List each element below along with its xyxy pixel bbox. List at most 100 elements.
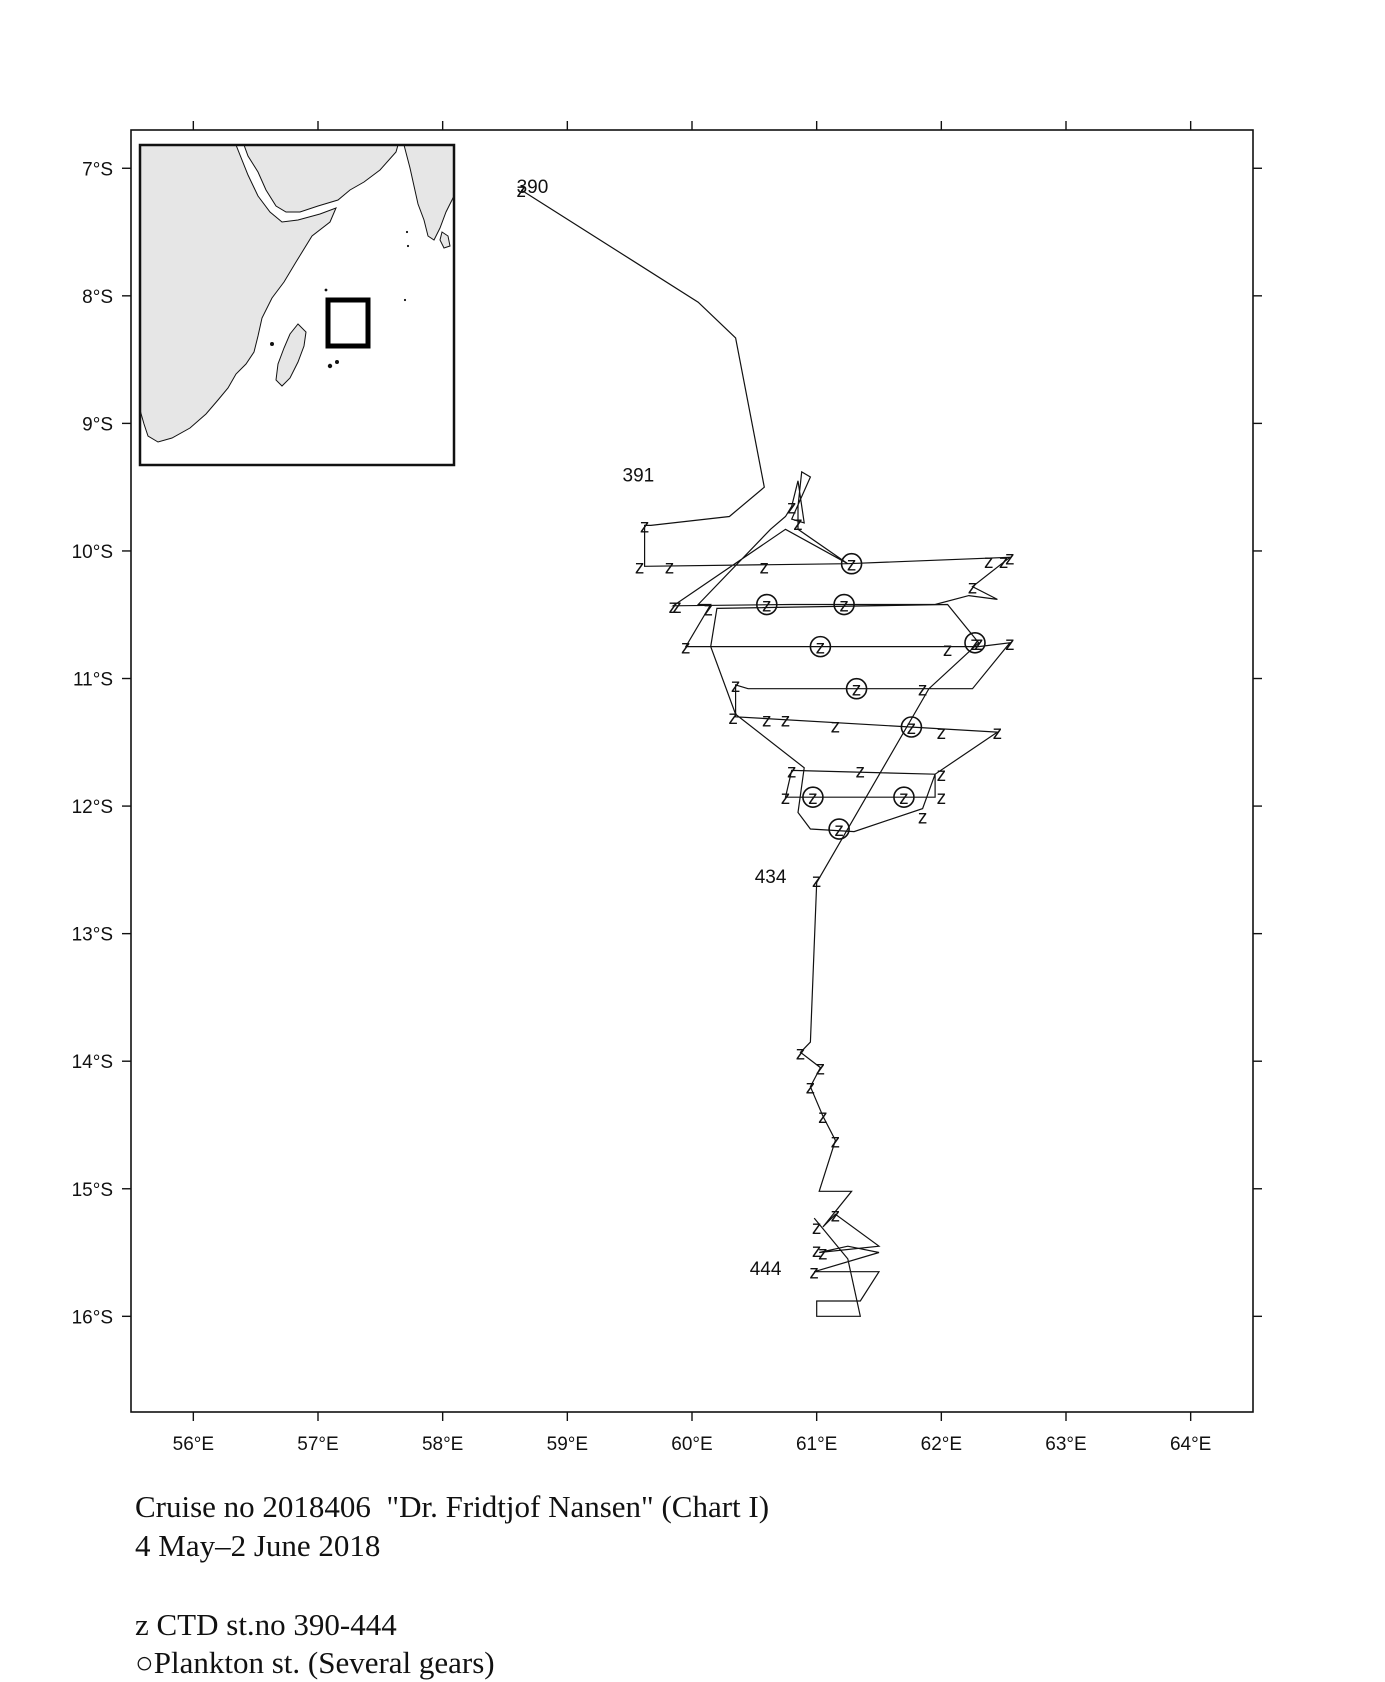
- ctd-station-marker: z: [937, 765, 947, 786]
- ctd-station-marker: z: [974, 634, 984, 655]
- plankton-station-ctd-marker: z: [839, 596, 849, 617]
- sri-lanka-landmass: [439, 231, 451, 249]
- ctd-station-marker: z: [669, 597, 679, 618]
- plankton-station-marker: [964, 631, 986, 654]
- ctd-station-marker: z: [937, 788, 947, 809]
- ctd-station-marker: z: [809, 1263, 819, 1284]
- plankton-station-ctd-marker: z: [808, 788, 818, 809]
- plankton-station-ctd-marker: z: [816, 638, 826, 659]
- lat-tick-label: 14°S: [72, 1052, 113, 1073]
- lat-tick-label: 9°S: [82, 414, 113, 435]
- comoros-islands: [270, 342, 274, 346]
- lon-tick-label: 60°E: [671, 1434, 712, 1455]
- ctd-station-marker: z: [681, 638, 691, 659]
- ctd-station-marker: z: [806, 1078, 816, 1099]
- station-number-label: 444: [750, 1259, 782, 1280]
- ctd-station-marker: z: [831, 1205, 841, 1226]
- ctd-station-marker: z: [993, 723, 1003, 744]
- mascarene-island: [335, 360, 339, 364]
- ctd-station-marker: z: [760, 557, 770, 578]
- ctd-station-marker: z: [781, 710, 791, 731]
- ctd-station-marker: z: [943, 640, 953, 661]
- plankton-station-marker: [845, 677, 868, 700]
- ctd-station-marker: z: [999, 552, 1009, 573]
- ctd-station-marker: z: [787, 497, 797, 518]
- ctd-station-marker: z: [984, 552, 994, 573]
- lon-tick-label: 57°E: [297, 1434, 338, 1455]
- axis-ticks: 56°E 57°E 58°E 59°E 60°E 61°E 62°E 63°E 64°E 7°S 8…: [72, 121, 1262, 1455]
- plankton-station-marker: [755, 593, 778, 616]
- mascarene-island: [327, 363, 333, 369]
- lon-tick-label: 62°E: [921, 1434, 962, 1455]
- legend-ctd-stations: z CTD st.no 390-444: [135, 1607, 397, 1642]
- inset-locator-map: [138, 143, 456, 467]
- plankton-station-marker: [900, 716, 923, 738]
- lat-tick-label: 11°S: [73, 670, 113, 691]
- ctd-station-marker: z: [1005, 548, 1015, 569]
- plankton-station-marker: [833, 593, 855, 616]
- ctd-station-marker: z: [812, 1218, 822, 1239]
- ctd-station-marker: z: [816, 1059, 826, 1080]
- station-number-label: 434: [755, 867, 787, 888]
- inset-frame: [138, 143, 456, 467]
- plankton-station-ctd-marker: z: [899, 788, 909, 809]
- lon-tick-label: 58°E: [422, 1434, 463, 1455]
- map-caption-date: 4 May–2 June 2018: [135, 1528, 381, 1563]
- ctd-station-marker: z: [918, 680, 928, 701]
- lat-tick-label: 15°S: [72, 1180, 113, 1201]
- plankton-station-marker: [802, 786, 824, 808]
- ctd-station-marker: z: [665, 557, 675, 578]
- maldives-island: [405, 230, 409, 234]
- india-landmass: [403, 145, 454, 241]
- lon-tick-label: 56°E: [173, 1434, 214, 1455]
- plankton-station-marker: [828, 818, 850, 840]
- lon-tick-label: 59°E: [547, 1434, 588, 1455]
- ctd-station-marker: z: [728, 708, 738, 729]
- ctd-station-marker: z: [793, 514, 803, 535]
- chagos-island: [403, 298, 407, 302]
- africa-landmass: [140, 145, 337, 443]
- map-caption-title: Cruise no 2018406 "Dr. Fridtjof Nansen" …: [135, 1489, 770, 1524]
- plankton-station-ctd-marker: z: [834, 820, 844, 841]
- ctd-station-marker: z: [818, 1244, 828, 1265]
- ctd-station-marker: z: [856, 761, 866, 782]
- plankton-station-marker: [809, 635, 832, 658]
- ctd-station-marker: z: [781, 788, 791, 809]
- ctd-station-marker: z: [831, 717, 841, 738]
- ctd-station-marker: z: [812, 1241, 822, 1262]
- arabia-landmass: [243, 145, 399, 213]
- station-number-label: 391: [623, 465, 655, 486]
- cruise-track-line: [520, 189, 1012, 1317]
- legend-plankton-stations: ○Plankton st. (Several gears): [135, 1645, 495, 1680]
- ctd-station-marker: z: [818, 1107, 828, 1128]
- lat-tick-label: 7°S: [82, 159, 113, 180]
- lat-tick-label: 13°S: [72, 925, 113, 946]
- station-number-labels: 390 391 434 444: [517, 177, 787, 1280]
- ctd-station-marker: z: [796, 1043, 806, 1064]
- plankton-station-ctd-marker: z: [970, 634, 980, 655]
- plankton-station-ctd-marker: z: [852, 680, 862, 701]
- ctd-station-marker: z: [640, 516, 650, 537]
- ctd-station-marker: z: [937, 723, 947, 744]
- lon-tick-label: 63°E: [1045, 1434, 1086, 1455]
- maldives-island: [406, 244, 410, 248]
- ctd-station-marker: z: [762, 710, 772, 731]
- ctd-station-marker: z: [672, 597, 682, 618]
- seychelles-island: [324, 288, 328, 292]
- ctd-station-marker: z: [812, 871, 822, 892]
- lon-tick-label: 64°E: [1170, 1434, 1211, 1455]
- station-number-label: 390: [517, 177, 549, 198]
- plankton-station-ctd-marker: z: [847, 555, 857, 576]
- ctd-station-marker: z: [1005, 634, 1015, 655]
- lat-tick-label: 10°S: [72, 542, 113, 563]
- plankton-station-marker: [840, 552, 863, 575]
- lon-tick-label: 61°E: [796, 1434, 837, 1455]
- lat-tick-label: 12°S: [72, 797, 113, 818]
- ctd-station-marker: z: [831, 1131, 841, 1152]
- lat-tick-label: 16°S: [72, 1307, 113, 1328]
- ctd-station-marker: z: [635, 557, 645, 578]
- ctd-station-marker: z: [516, 181, 526, 202]
- plankton-station-marker: [893, 786, 915, 808]
